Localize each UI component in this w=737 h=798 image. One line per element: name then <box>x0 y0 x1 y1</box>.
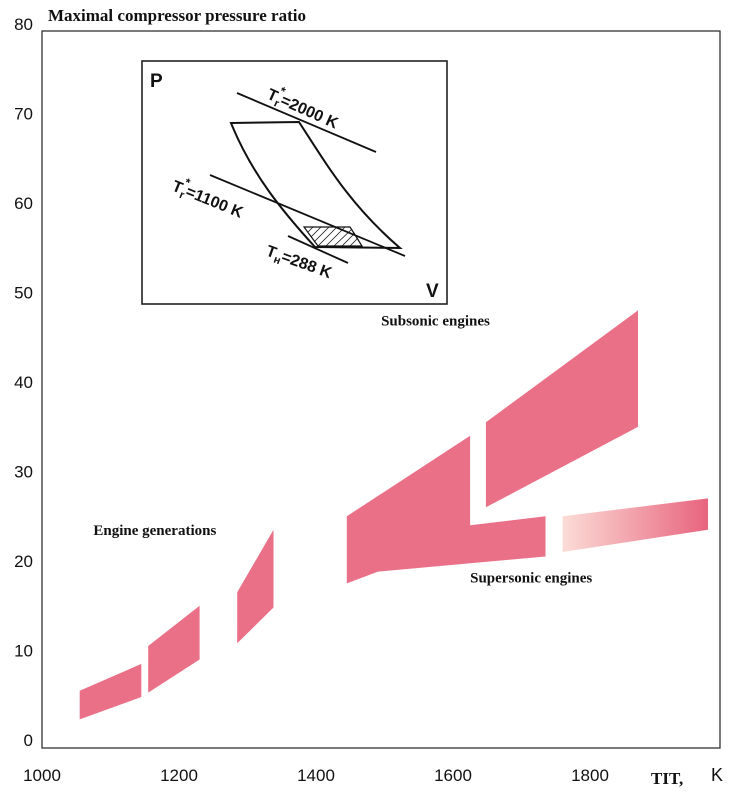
y-tick-label: 40 <box>14 373 33 392</box>
isotherm-1100k <box>209 174 406 257</box>
isotherm-2000k <box>236 92 377 153</box>
x-tick-label: 1400 <box>297 766 335 785</box>
y-tick-label: 20 <box>14 552 33 571</box>
hatched-region <box>302 226 364 247</box>
pv-inset: P V Tr*=2000 K <box>141 60 448 305</box>
y-tick-label: 50 <box>14 284 33 303</box>
inset-frame <box>141 60 448 305</box>
isotherm-288k <box>287 235 349 264</box>
engine-band <box>562 498 708 552</box>
x-tick-label: 1200 <box>160 766 198 785</box>
annotation-label: Supersonic engines <box>470 570 592 586</box>
x-axis-label: TIT, <box>651 769 683 788</box>
engine-band <box>346 435 546 584</box>
inset-p-label: P <box>150 71 163 92</box>
annotations: Subsonic engines Engine generations Supers… <box>93 314 592 587</box>
engine-band <box>485 310 638 508</box>
chart-title: Maximal compressor pressure ratio <box>48 6 306 25</box>
engine-band <box>237 529 274 644</box>
y-tick-label: 80 <box>14 15 33 34</box>
annotation-label: Engine generations <box>93 523 216 539</box>
y-tick-label: 30 <box>14 463 33 482</box>
inset-v-label: V <box>426 281 439 302</box>
plot-frame <box>41 30 721 749</box>
x-axis-ticks: 1000 1200 1400 1600 1800 <box>23 766 609 785</box>
engine-bands <box>79 310 708 720</box>
engine-band <box>79 663 142 720</box>
y-tick-label: 0 <box>24 731 33 750</box>
annotation-label: Subsonic engines <box>381 314 490 330</box>
engine-band <box>148 605 200 693</box>
y-tick-label: 10 <box>14 642 33 661</box>
x-tick-label: 1600 <box>434 766 472 785</box>
y-tick-label: 60 <box>14 194 33 213</box>
y-tick-label: 70 <box>14 105 33 124</box>
cycle-curve <box>229 120 403 250</box>
x-axis-unit: K <box>711 765 723 785</box>
x-tick-label: 1000 <box>23 766 61 785</box>
y-axis-ticks: 0 10 20 30 40 50 60 70 80 <box>14 15 33 750</box>
x-tick-label: 1800 <box>571 766 609 785</box>
